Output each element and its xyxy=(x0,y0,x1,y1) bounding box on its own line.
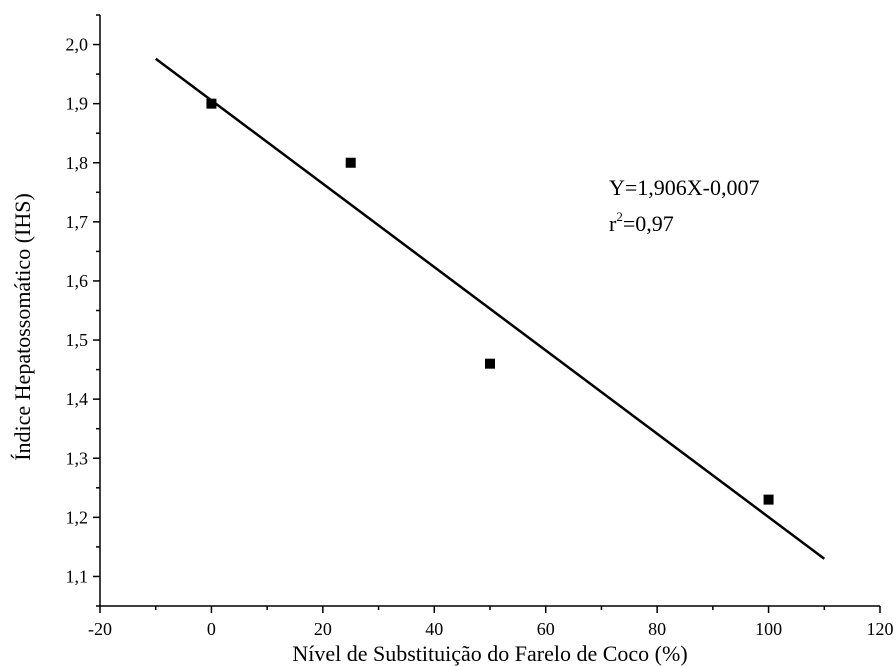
regression-equation: Y=1,906X-0,007 xyxy=(609,175,760,200)
x-tick-label: 100 xyxy=(755,619,782,639)
x-tick-label: 0 xyxy=(207,619,216,639)
regression-line xyxy=(154,57,826,560)
regression-line-group xyxy=(154,57,826,560)
r-squared-prefix: r xyxy=(609,211,617,236)
y-tick-label: 1,8 xyxy=(66,153,89,173)
y-axis-title: Índice Hepatossomático (IHS) xyxy=(10,193,35,461)
x-tick-label: 120 xyxy=(867,619,894,639)
y-tick-label: 2,0 xyxy=(66,35,89,55)
y-axis-ticks: 1,1 1,2 1,3 1,4 1,5 1,6 1,7 1,8 1,9 2,0 xyxy=(66,14,100,607)
x-tick-label: -20 xyxy=(88,619,112,639)
x-tick-label: 60 xyxy=(537,619,555,639)
x-tick-label: 20 xyxy=(314,619,332,639)
y-tick-label: 1,4 xyxy=(66,389,89,409)
r-squared-label: r2=0,97 xyxy=(609,209,674,236)
data-point xyxy=(345,157,356,168)
y-tick-label: 1,3 xyxy=(66,448,89,468)
x-axis-ticks: -20 0 20 40 60 80 100 120 xyxy=(88,606,894,639)
x-axis-title: Nível de Substituição do Farelo de Coco … xyxy=(292,641,687,666)
r-squared-exponent: 2 xyxy=(616,209,623,224)
data-points xyxy=(206,98,774,505)
data-point xyxy=(485,358,495,369)
y-tick-label: 1,6 xyxy=(66,271,89,291)
y-tick-label: 1,7 xyxy=(66,212,89,232)
y-tick-label: 1,9 xyxy=(66,94,89,114)
r-squared-value: =0,97 xyxy=(623,211,674,236)
data-point xyxy=(206,98,217,109)
y-tick-label: 1,2 xyxy=(66,507,89,527)
y-tick-label: 1,1 xyxy=(66,566,89,586)
x-tick-label: 80 xyxy=(648,619,666,639)
x-tick-label: 40 xyxy=(425,619,443,639)
y-tick-label: 1,5 xyxy=(66,330,89,350)
data-point xyxy=(763,494,774,505)
